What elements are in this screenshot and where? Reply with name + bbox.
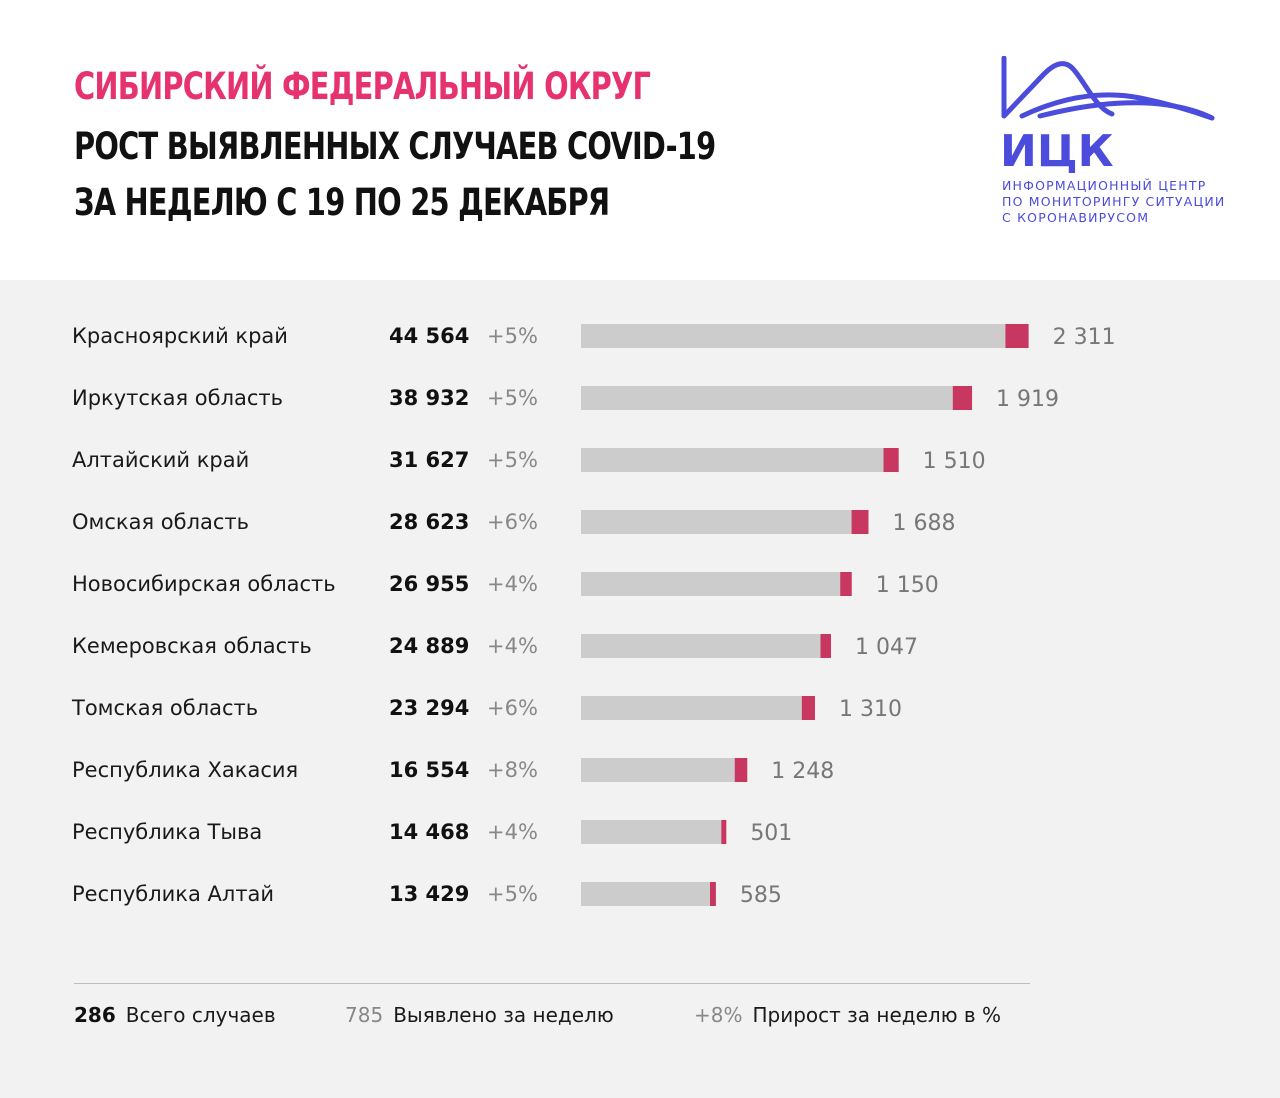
weekly-value: 1 919 (996, 387, 1059, 412)
weekly-value: 2 311 (1053, 325, 1116, 350)
bar-weekly (1005, 324, 1029, 348)
weekly-value: 1 688 (893, 511, 956, 536)
bar-weekly (734, 758, 748, 782)
growth-percent: +8% (487, 758, 538, 782)
legend-weekly-value: 785 (345, 1003, 384, 1027)
growth-percent: +6% (487, 510, 538, 534)
bar-previous (581, 696, 802, 720)
weekly-value: 1 047 (855, 635, 918, 660)
total-value: 38 932 (389, 386, 469, 410)
legend-growth: +8% Прирост за неделю в % (694, 1000, 1001, 1030)
bar-previous (581, 510, 852, 534)
header: СИБИРСКИЙ ФЕДЕРАЛЬНЫЙ ОКРУГ РОСТ ВЫЯВЛЕН… (0, 0, 1280, 280)
legend-weekly-label: Выявлено за неделю (393, 1003, 614, 1027)
bar-chart: Красноярский край 44 564 +5% 2 311 Иркутская… (71, 324, 1116, 908)
bar-weekly (952, 386, 973, 410)
region-label: Томская область (71, 696, 258, 720)
weekly-value: 501 (750, 821, 792, 846)
region-label: Республика Хакасия (72, 758, 298, 782)
growth-percent: +5% (487, 386, 538, 410)
bar-previous (581, 386, 953, 410)
title-region: СИБИРСКИЙ ФЕДЕРАЛЬНЫЙ ОКРУГ (74, 65, 651, 108)
region-label: Иркутская область (72, 386, 283, 410)
logo-caption-line2: ПО МОНИТОРИНГУ СИТУАЦИИ (1002, 194, 1226, 209)
logo-caption-line1: ИНФОРМАЦИОННЫЙ ЦЕНТР (1002, 178, 1207, 193)
weekly-value: 1 310 (839, 697, 902, 722)
total-value: 24 889 (389, 634, 469, 658)
total-value: 31 627 (389, 448, 469, 472)
bar-previous (581, 572, 841, 596)
bar-weekly (883, 448, 899, 472)
growth-percent: +5% (487, 448, 538, 472)
weekly-value: 1 248 (771, 759, 834, 784)
growth-percent: +4% (487, 572, 538, 596)
total-value: 13 429 (389, 882, 469, 906)
legend-weekly: 785 Выявлено за неделю (345, 1000, 614, 1030)
weekly-value: 585 (740, 883, 782, 908)
legend-total-label: Всего случаев (125, 1003, 276, 1027)
title-main: РОСТ ВЫЯВЛЕННЫХ СЛУЧАЕВ COVID-19 (74, 125, 716, 168)
bar-previous (581, 882, 711, 906)
weekly-value: 1 150 (876, 573, 939, 598)
growth-percent: +4% (487, 820, 538, 844)
bar-previous (581, 324, 1006, 348)
logo-name: ИЦК (1000, 126, 1114, 177)
region-label: Алтайский край (72, 448, 249, 472)
chart-panel: Красноярский край 44 564 +5% 2 311 Иркутская… (0, 280, 1280, 1098)
region-label: Кемеровская область (72, 634, 312, 658)
region-label: Новосибирская область (72, 572, 336, 596)
bar-weekly (840, 572, 852, 596)
total-value: 44 564 (389, 324, 469, 348)
growth-percent: +5% (487, 324, 538, 348)
bar-previous (581, 448, 884, 472)
logo: ИЦК (1000, 56, 1215, 177)
region-label: Красноярский край (72, 324, 288, 348)
bar-weekly (820, 634, 831, 658)
region-label: Омская область (72, 510, 249, 534)
legend-growth-label: Прирост за неделю в % (752, 1003, 1002, 1027)
bar-weekly (801, 696, 815, 720)
total-value: 14 468 (389, 820, 469, 844)
title-period: ЗА НЕДЕЛЮ С 19 ПО 25 ДЕКАБРЯ (74, 181, 610, 224)
weekly-value: 1 510 (923, 449, 986, 474)
logo-caption-line3: С КОРОНАВИРУСОМ (1002, 210, 1150, 225)
region-label: Республика Алтай (72, 882, 274, 906)
bar-previous (581, 758, 735, 782)
growth-percent: +6% (487, 696, 538, 720)
legend-divider (74, 983, 1030, 984)
legend-growth-value: +8% (694, 1003, 743, 1027)
bar-weekly (710, 882, 716, 906)
total-value: 23 294 (389, 696, 469, 720)
growth-percent: +4% (487, 634, 538, 658)
bar-previous (581, 634, 821, 658)
bar-weekly (721, 820, 727, 844)
total-value: 28 623 (389, 510, 469, 534)
legend-total-value: 286 (74, 1003, 116, 1027)
total-value: 26 955 (389, 572, 469, 596)
region-label: Республика Тыва (72, 820, 262, 844)
bar-previous (581, 820, 722, 844)
legend-total: 286 Всего случаев (74, 1000, 276, 1030)
bar-weekly (851, 510, 869, 534)
total-value: 16 554 (389, 758, 469, 782)
growth-percent: +5% (487, 882, 538, 906)
